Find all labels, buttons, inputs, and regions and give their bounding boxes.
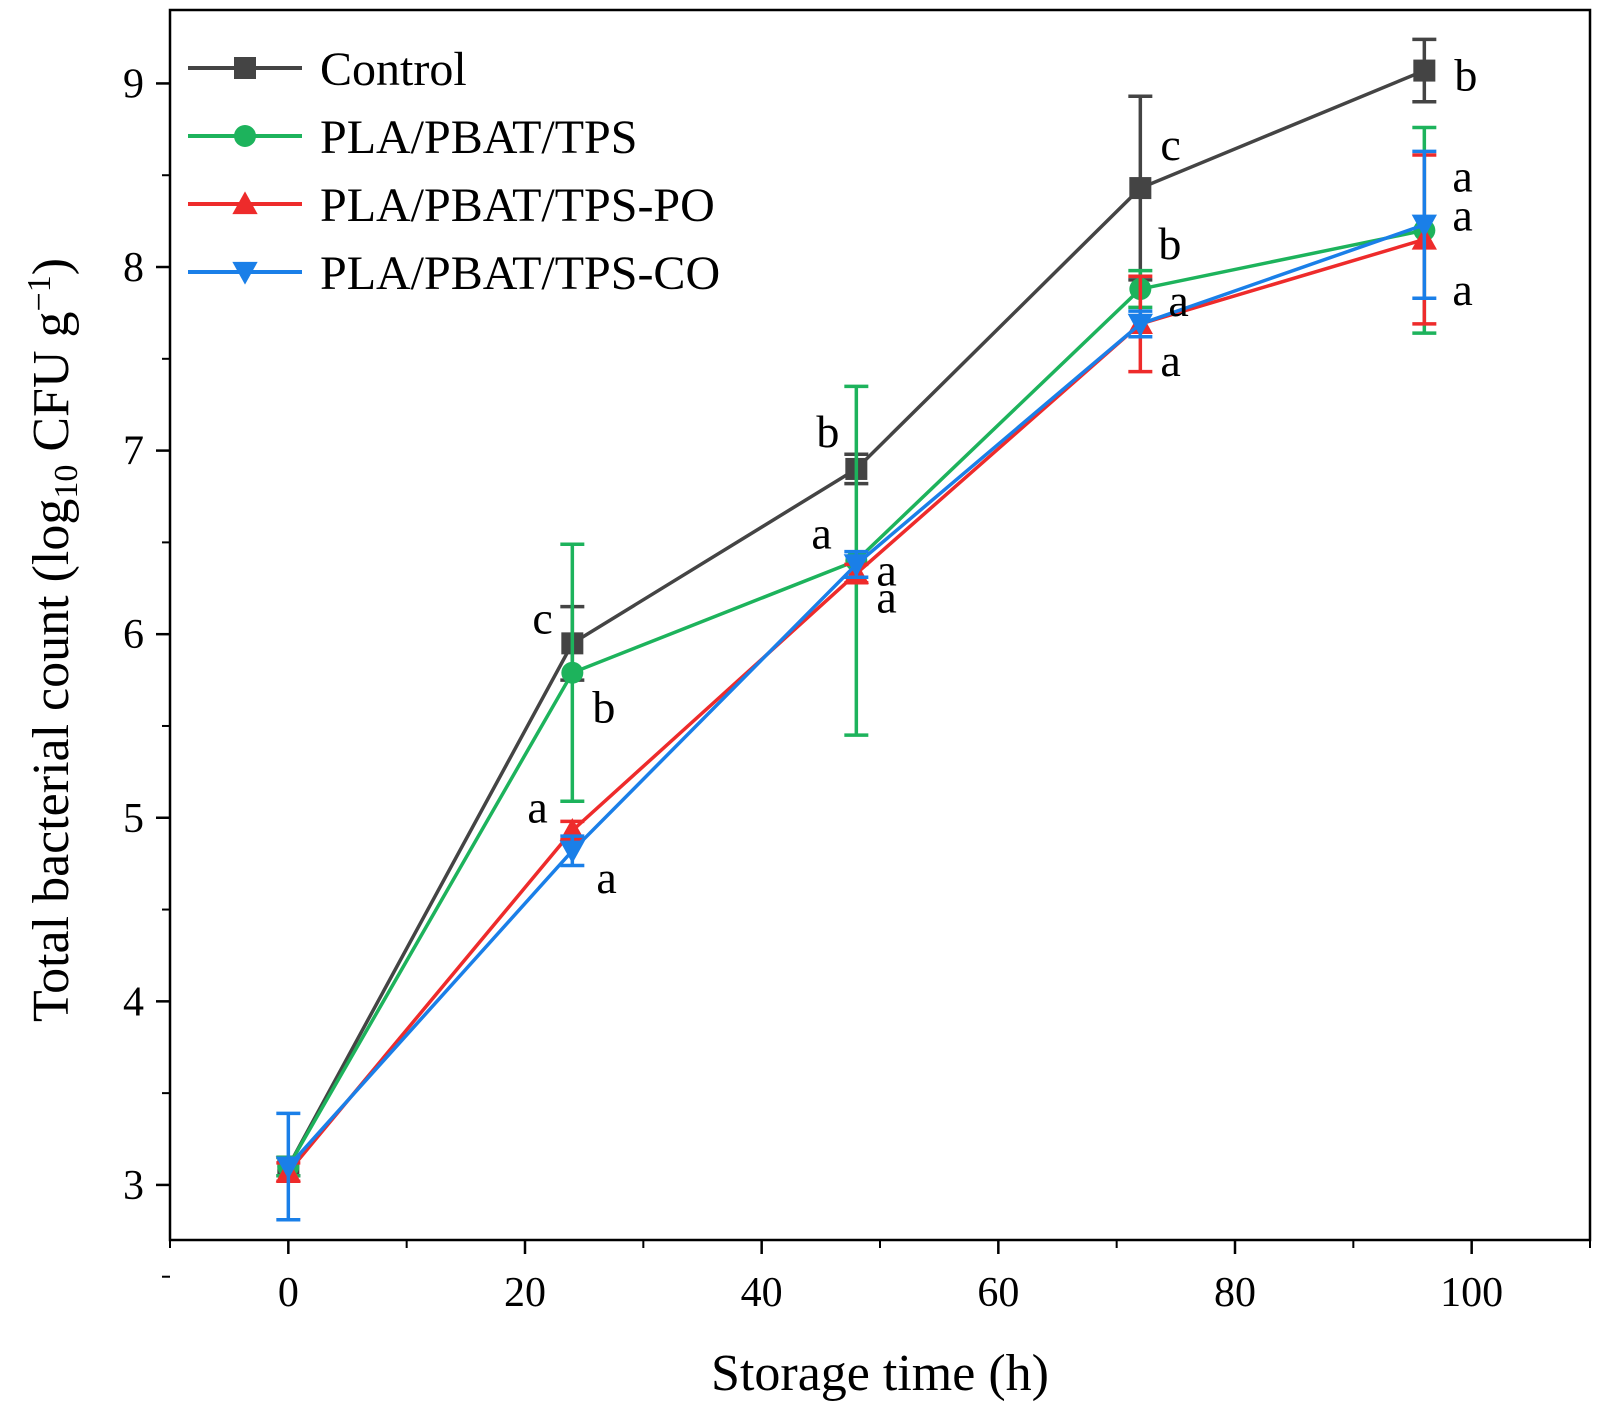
data-point	[559, 840, 585, 864]
legend-label: PLA/PBAT/TPS-PO	[320, 179, 715, 232]
data-point	[1411, 214, 1437, 238]
legend-label: PLA/PBAT/TPS	[320, 111, 637, 164]
legend-marker	[234, 57, 256, 79]
y-tick-label: 4	[123, 979, 144, 1025]
legend-item: PLA/PBAT/TPS	[188, 111, 637, 164]
y-tick-label: 8	[123, 245, 144, 291]
legend-item: PLA/PBAT/TPS-CO	[188, 247, 720, 300]
significance-letter: c	[1160, 119, 1180, 170]
data-point	[1413, 59, 1436, 82]
x-tick-label: 80	[1214, 1270, 1256, 1316]
y-axis-title-close: )	[23, 258, 80, 275]
axes-text: Storage time (h) Total bacterial count (…	[21, 258, 1049, 1402]
significance-letter: a	[1452, 264, 1472, 315]
legend-marker	[234, 125, 256, 147]
significance-letter: c	[532, 592, 552, 643]
y-tick-label: 6	[123, 612, 144, 658]
legend-marker	[232, 261, 258, 285]
x-tick-label: 40	[741, 1270, 783, 1316]
significance-letter: a	[1452, 150, 1472, 201]
y-axis-title-main: Total bacterial count (log	[23, 499, 80, 1022]
legend-label: Control	[320, 43, 467, 96]
y-tick-label: 3	[123, 1163, 144, 1209]
data-point	[275, 1156, 301, 1180]
data-point	[561, 661, 584, 684]
significance-letter: a	[1168, 275, 1188, 326]
legend-item: Control	[188, 43, 467, 96]
data-point	[1129, 177, 1152, 200]
legend: Control PLA/PBAT/TPS PLA/PBAT/TPS-PO PLA/PB…	[188, 43, 720, 300]
significance-letter: b	[816, 406, 839, 457]
y-axis-title-sup: −1	[21, 275, 58, 311]
legend-marker	[232, 191, 258, 215]
y-tick-label: 9	[123, 61, 144, 107]
significance-letter: a	[876, 545, 896, 596]
significance-letter: a	[596, 852, 616, 903]
x-tick-label: 0	[278, 1270, 299, 1316]
significance-letter: b	[592, 682, 615, 733]
x-tick-label: 100	[1440, 1270, 1503, 1316]
legend-label: PLA/PBAT/TPS-CO	[320, 247, 720, 300]
y-axis-title-unit: CFU g	[23, 311, 80, 464]
legend-item: PLA/PBAT/TPS-PO	[188, 179, 715, 232]
significance-letter: a	[876, 571, 896, 622]
y-tick-label: 5	[123, 796, 144, 842]
significance-letter: a	[811, 508, 831, 559]
x-tick-label: 60	[977, 1270, 1019, 1316]
significance-letter: a	[527, 782, 547, 833]
x-tick-label: 20	[504, 1270, 546, 1316]
significance-letter: b	[1454, 50, 1477, 101]
data-point	[843, 554, 869, 578]
series-layer	[275, 37, 1437, 1222]
series-3	[275, 149, 1437, 1222]
significance-letter: b	[1158, 218, 1181, 269]
y-tick-label: 7	[123, 429, 144, 475]
y-axis-title-sub: 10	[48, 465, 85, 499]
y-axis-title: Total bacterial count (log10 CFU g−1)	[21, 258, 85, 1022]
data-point	[1127, 313, 1153, 337]
significance-letter: a	[1160, 335, 1180, 386]
x-axis-title: Storage time (h)	[711, 1345, 1049, 1402]
plot-area: 0 20 40 60 80 100 3 4 5 6 7 8 9	[123, 8, 1592, 1316]
significance-letter: a	[1452, 189, 1472, 240]
